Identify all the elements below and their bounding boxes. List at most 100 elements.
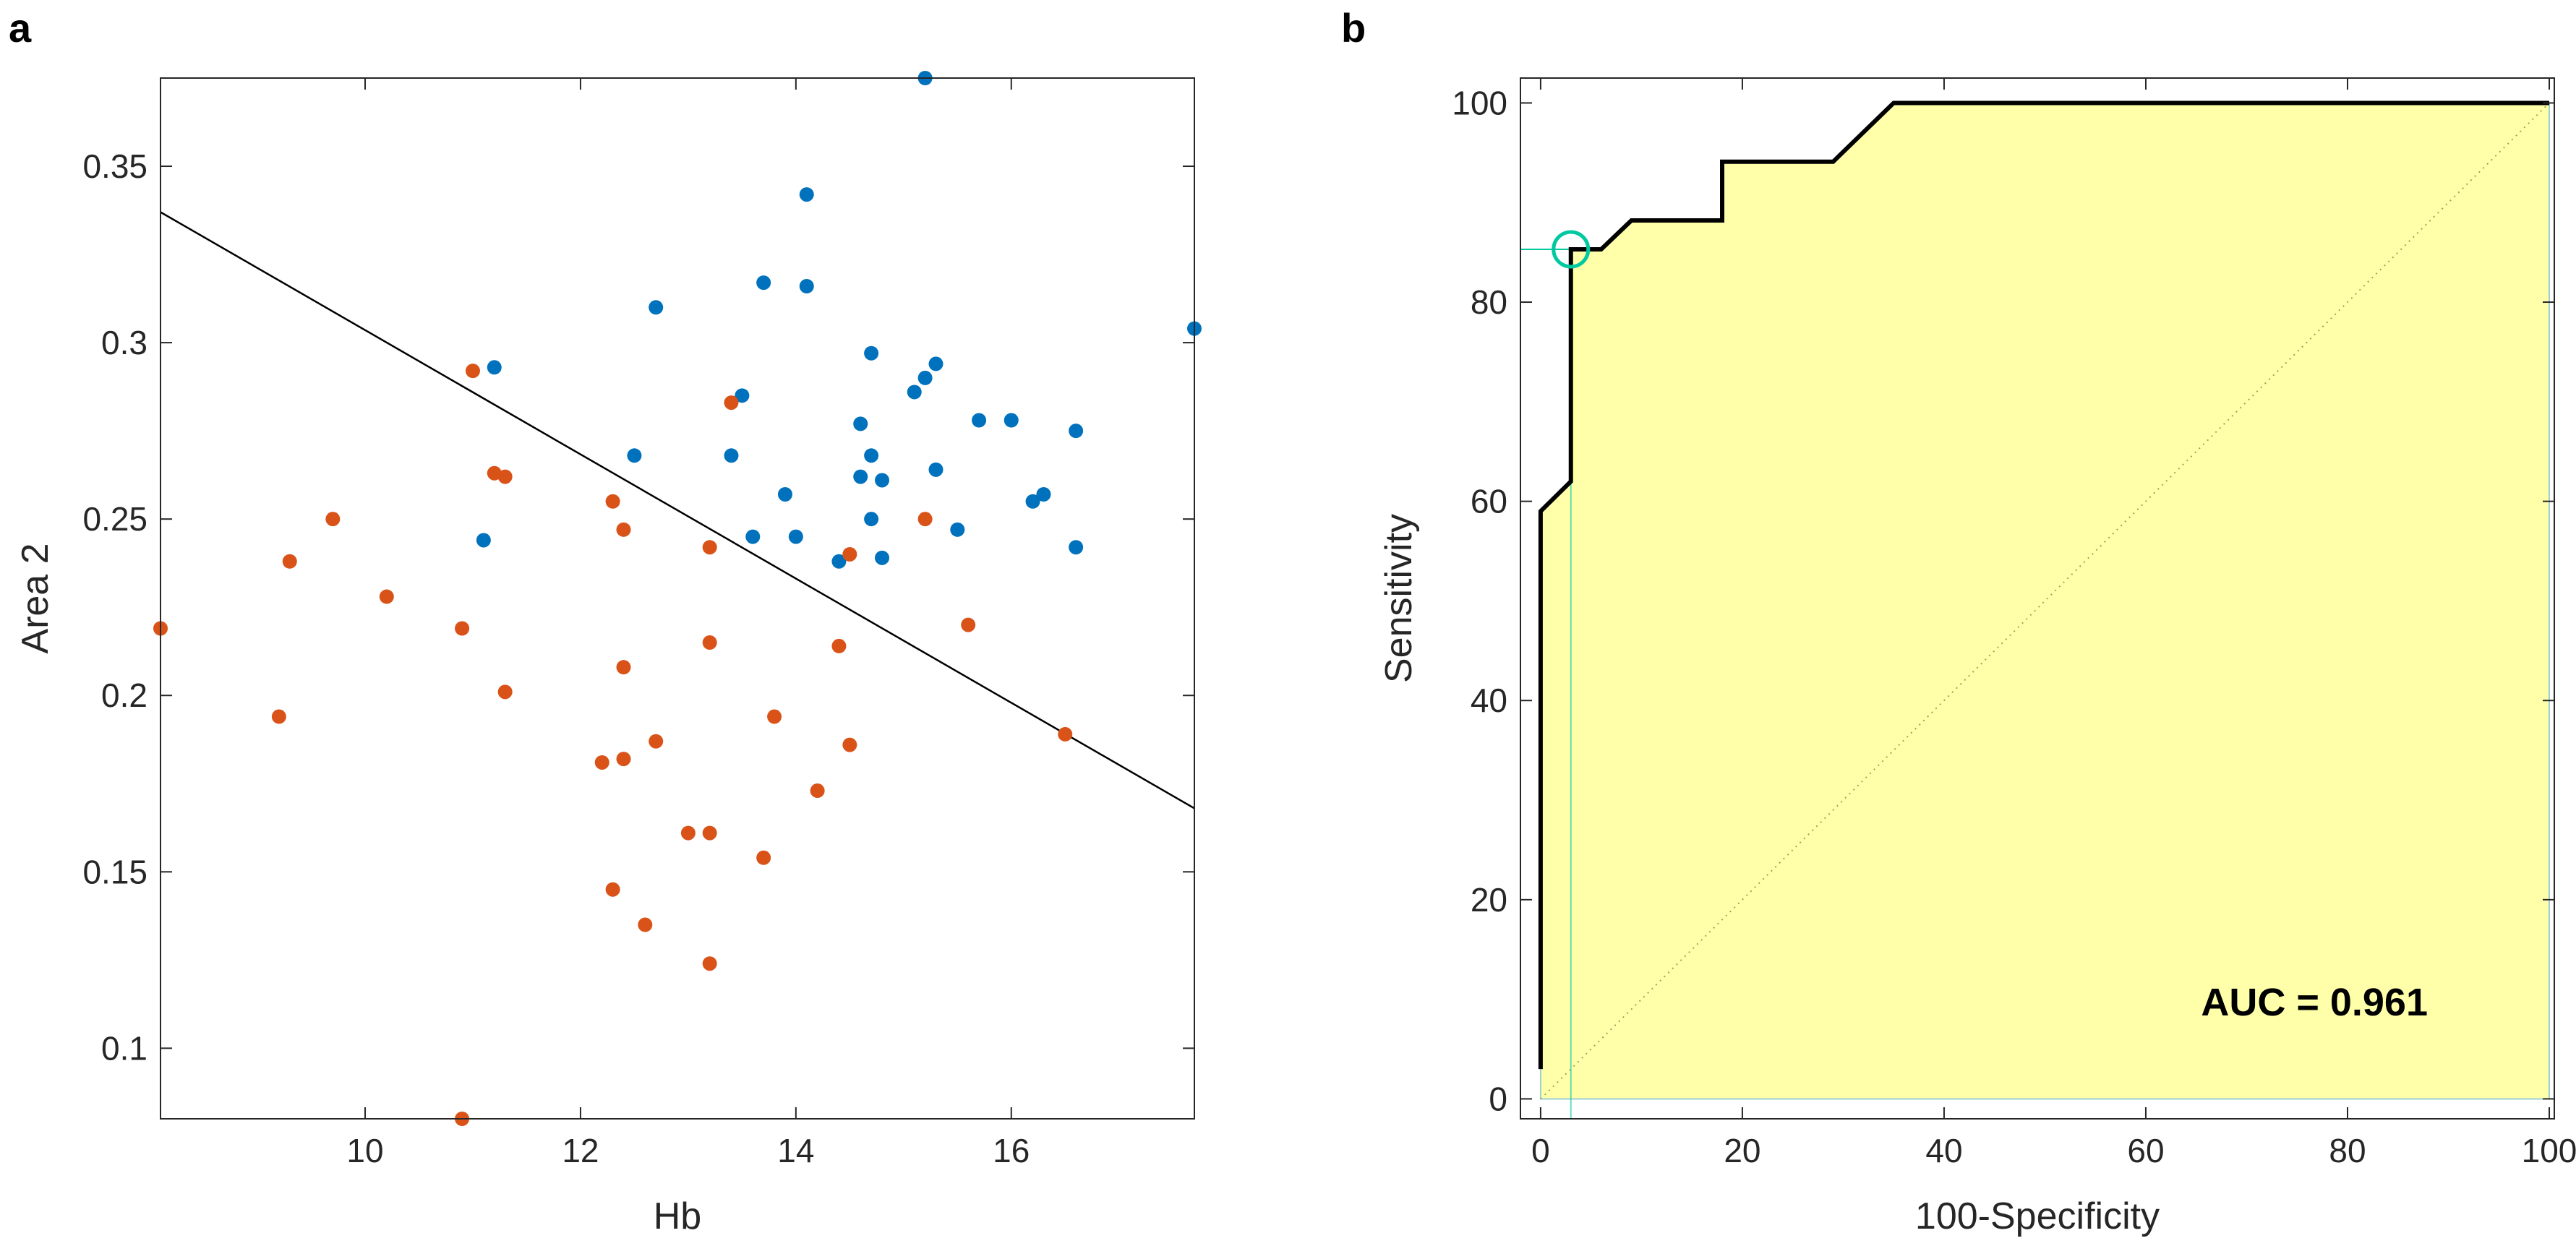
data-point-group-2 (379, 589, 394, 604)
data-point-group-2 (649, 734, 664, 749)
y-tick-label: 0.15 (82, 853, 147, 890)
scatter-plot-frame (160, 77, 1195, 1120)
data-point-group-2 (271, 709, 286, 724)
data-point-group-2 (961, 617, 976, 632)
scatter-x-axis-title: Hb (654, 1195, 701, 1237)
y-tick-label: 0.2 (101, 676, 147, 714)
data-point-group-1 (1069, 424, 1084, 439)
decision-boundary-group (160, 211, 1195, 809)
data-point-group-2 (616, 522, 631, 537)
data-point-group-1 (864, 512, 879, 527)
x-tick-label: 60 (2127, 1132, 2164, 1169)
data-point-group-2 (702, 956, 717, 971)
data-point-group-1 (745, 529, 761, 544)
data-point-group-1 (777, 487, 792, 502)
roc-plot-panel: 0 20 40 60 80 100 0 20 40 60 80 100 AUC = 0.961 10… (1378, 77, 2576, 1237)
data-point-group-1 (1069, 540, 1084, 555)
y-tick-label: 0.25 (82, 500, 147, 538)
data-point-group-2 (497, 469, 513, 484)
data-point-group-1 (788, 529, 803, 544)
data-point-group-2 (842, 737, 857, 752)
data-point-group-1 (799, 279, 814, 293)
scatter-points-group (153, 71, 1202, 1126)
data-point-group-2 (831, 638, 847, 653)
scatter-x-ticks: 10 12 14 16 (346, 78, 1030, 1169)
data-point-group-1 (864, 345, 879, 361)
data-point-group-1 (756, 275, 771, 291)
data-point-group-2 (455, 621, 470, 636)
data-point-group-2 (702, 635, 717, 650)
y-tick-label: 60 (1471, 483, 1507, 520)
data-point-group-2 (616, 752, 631, 767)
data-point-group-1 (487, 360, 502, 375)
y-tick-label: 80 (1471, 283, 1507, 321)
x-tick-label: 80 (2329, 1132, 2366, 1169)
data-point-group-1 (853, 469, 868, 484)
y-tick-label: 0 (1489, 1080, 1507, 1117)
x-tick-label: 14 (777, 1132, 814, 1169)
y-tick-label: 100 (1452, 84, 1507, 121)
data-point-group-1 (875, 473, 890, 488)
data-point-group-2 (680, 825, 696, 841)
roc-x-axis-title: 100-Specificity (1915, 1195, 2160, 1237)
data-point-group-2 (605, 494, 620, 509)
auc-annotation: AUC = 0.961 (2201, 981, 2428, 1024)
data-point-group-1 (875, 550, 890, 565)
data-point-group-1 (799, 187, 814, 202)
data-point-group-1 (917, 370, 933, 385)
x-tick-label: 100 (2522, 1132, 2576, 1169)
data-point-group-2 (917, 512, 933, 527)
data-point-group-1 (928, 356, 943, 371)
data-point-group-2 (465, 364, 480, 379)
data-point-group-1 (627, 448, 642, 463)
x-tick-label: 0 (1531, 1132, 1550, 1169)
data-point-group-2 (594, 755, 609, 770)
x-tick-label: 40 (1925, 1132, 1962, 1169)
data-point-group-1 (1036, 487, 1051, 502)
x-tick-label: 20 (1724, 1132, 1760, 1169)
roc-plot-frame (1520, 77, 2555, 1120)
data-point-group-1 (649, 300, 664, 315)
decision-boundary-line (160, 211, 1195, 809)
y-tick-label: 40 (1471, 682, 1507, 719)
data-point-group-2 (616, 660, 631, 675)
scatter-plot-area (161, 78, 1194, 1119)
data-point-group-1 (950, 522, 965, 537)
data-point-group-1 (1004, 413, 1019, 428)
data-point-group-2 (282, 554, 297, 569)
data-point-group-2 (767, 709, 782, 724)
scatter-y-axis-title: Area 2 (14, 543, 56, 653)
roc-curve-line (1538, 100, 2550, 1070)
data-point-group-1 (928, 462, 943, 477)
data-point-group-2 (810, 783, 825, 799)
data-point-group-1 (1025, 494, 1040, 509)
data-point-group-1 (907, 384, 922, 400)
data-point-group-2 (702, 825, 717, 841)
scatter-y-ticks: 0.1 0.15 0.2 0.25 0.3 0.35 (82, 147, 1194, 1067)
y-tick-label: 0.3 (101, 324, 147, 361)
x-tick-label: 10 (346, 1132, 383, 1169)
scatter-plot-panel: 10 12 14 16 0.1 0.15 0.2 0.25 0.3 0.35 Hb Area 2 (14, 71, 1202, 1237)
data-point-group-1 (724, 448, 739, 463)
roc-y-axis-title: Sensitivity (1378, 514, 1420, 683)
data-point-group-2 (605, 882, 620, 897)
roc-x-ticks: 0 20 40 60 80 100 (1531, 78, 2576, 1169)
data-point-group-2 (702, 540, 717, 555)
roc-optimal-point-marker (1552, 230, 1591, 269)
data-point-group-2 (756, 850, 771, 865)
panel-a-letter: a (9, 5, 32, 51)
data-point-group-2 (1058, 726, 1073, 742)
x-tick-label: 16 (993, 1132, 1030, 1169)
data-point-group-1 (864, 448, 879, 463)
data-point-group-2 (325, 512, 341, 527)
y-tick-label: 0.1 (101, 1029, 147, 1067)
data-point-group-2 (724, 395, 739, 411)
x-tick-label: 12 (562, 1132, 599, 1169)
data-point-group-1 (735, 388, 750, 403)
data-point-group-1 (972, 413, 987, 428)
y-tick-label: 0.35 (82, 147, 147, 185)
roc-y-ticks: 0 20 40 60 80 100 (1452, 84, 2554, 1117)
data-point-group-2 (497, 684, 513, 700)
data-point-group-2 (842, 546, 857, 562)
